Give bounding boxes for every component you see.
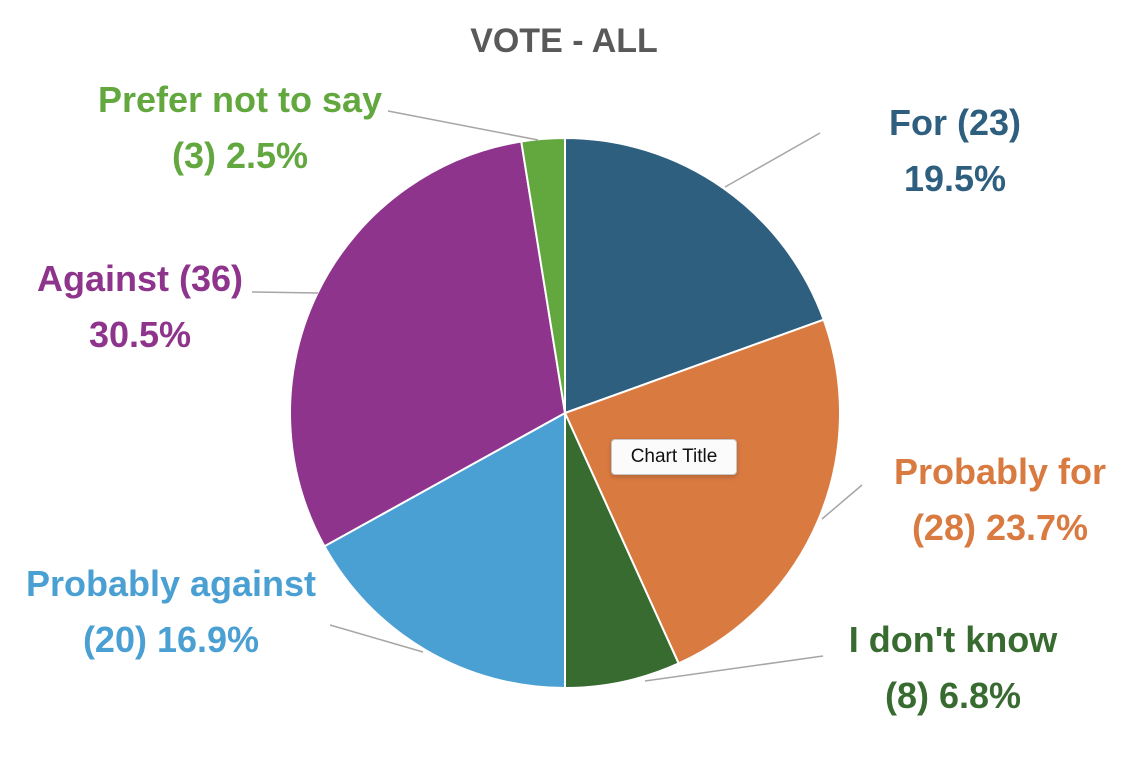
slice-label: (3) 2.5% <box>172 135 308 176</box>
slice-label: Against (36) <box>37 258 243 299</box>
slice-label: (28) 23.7% <box>912 507 1088 548</box>
leader-line <box>387 110 539 141</box>
slice-label: Prefer not to say <box>98 79 382 120</box>
leader-line <box>251 291 319 294</box>
slice-label: (8) 6.8% <box>885 675 1021 716</box>
leader-lines <box>251 110 863 682</box>
slice-label: For (23) <box>889 102 1021 143</box>
slice-label: 30.5% <box>89 314 191 355</box>
slice-label: I don't know <box>849 619 1059 660</box>
leader-line <box>821 484 863 520</box>
slice-label: Probably for <box>894 451 1106 492</box>
pie-slice-probably-against[interactable] <box>323 411 566 690</box>
leader-line <box>724 132 821 188</box>
pie-slice-for[interactable] <box>564 136 825 415</box>
chart-title: VOTE - ALL <box>470 22 658 60</box>
pie-slices <box>289 136 841 690</box>
slice-label: Probably against <box>26 563 316 604</box>
slice-label: (20) 16.9% <box>83 619 259 660</box>
leader-line <box>329 624 424 653</box>
pie-slice-prefer-not-to-say[interactable] <box>520 136 566 414</box>
chart-title-tooltip: Chart Title <box>611 439 737 475</box>
slice-labels: For (23) 19.5% Probably for (28) 23.7% I don… <box>26 79 1106 716</box>
slice-label: 19.5% <box>904 158 1006 199</box>
leader-line <box>644 655 824 682</box>
pie-slice-probably-for[interactable] <box>563 318 841 665</box>
pie-slice-i-don-t-know[interactable] <box>564 412 680 690</box>
